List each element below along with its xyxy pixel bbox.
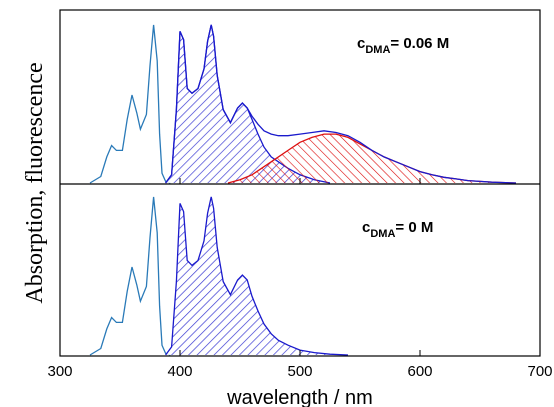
x-tick-label-700: 700: [527, 363, 552, 380]
x-tick-label-300: 300: [47, 363, 72, 380]
series-line-0-3: [165, 24, 517, 184]
series-area-0-2: [228, 134, 516, 183]
series-area-1-1: [165, 196, 348, 355]
x-ticks: 300 400 500 600 700: [47, 178, 553, 380]
annotation-top: cDMA= 0.06 M: [357, 35, 449, 56]
series-area-0-1: [165, 24, 330, 184]
series-line-0-0: [89, 24, 171, 184]
x-tick-label-600: 600: [407, 363, 432, 380]
series-line-1-0: [89, 196, 171, 356]
x-tick-label-400: 400: [167, 363, 192, 380]
x-tick-label-500: 500: [287, 363, 312, 380]
top-panel: [89, 24, 517, 184]
bottom-panel: [89, 196, 349, 356]
annotation-bottom: cDMA= 0 M: [362, 219, 433, 240]
x-axis-label: wavelength / nm: [226, 387, 373, 407]
y-axis-label: Absorption, fluorescence: [22, 62, 48, 303]
series-line-1-1: [165, 196, 349, 356]
